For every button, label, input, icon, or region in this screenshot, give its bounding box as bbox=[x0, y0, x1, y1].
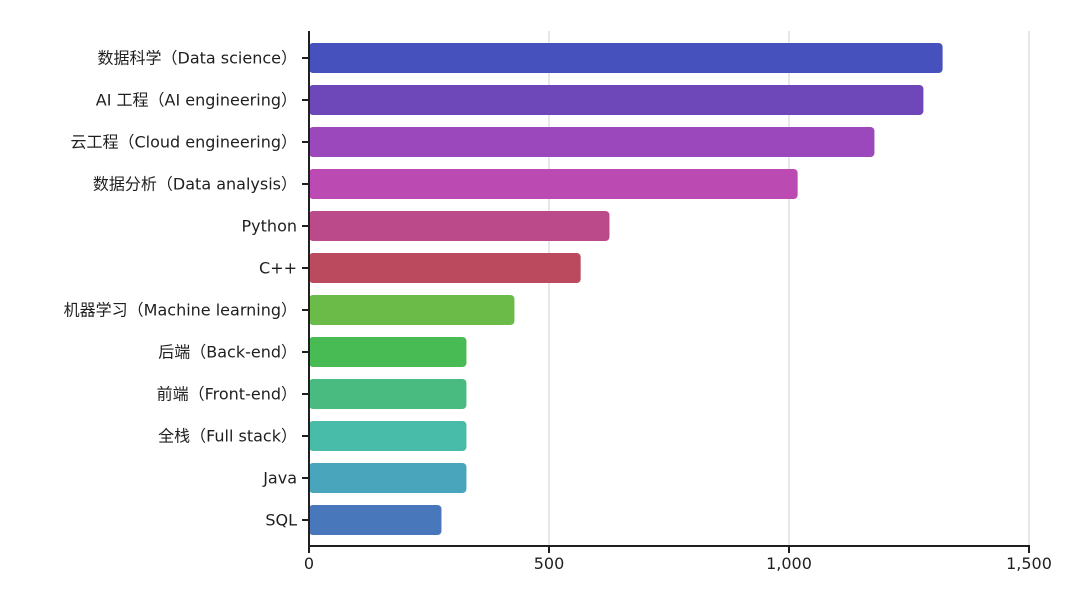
bar-6 bbox=[309, 295, 515, 325]
bar-1 bbox=[309, 85, 924, 115]
bar-2 bbox=[309, 127, 875, 157]
bar-4 bbox=[309, 211, 610, 241]
bars bbox=[309, 43, 943, 535]
bar-3 bbox=[309, 169, 798, 199]
bar-0 bbox=[309, 43, 943, 73]
bar-8 bbox=[309, 379, 467, 409]
category-label-6: 机器学习（Machine learning） bbox=[64, 301, 297, 320]
bar-10 bbox=[309, 463, 467, 493]
category-label-2: 云工程（Cloud engineering） bbox=[70, 133, 297, 152]
x-tick-label-3: 1,500 bbox=[1006, 554, 1052, 573]
bar-7 bbox=[309, 337, 467, 367]
bar-9 bbox=[309, 421, 467, 451]
x-tick-label-2: 1,000 bbox=[766, 554, 812, 573]
category-label-10: Java bbox=[262, 469, 297, 488]
bar-5 bbox=[309, 253, 581, 283]
category-label-11: SQL bbox=[265, 511, 297, 530]
category-label-7: 后端（Back-end） bbox=[158, 343, 297, 362]
x-tick-label-1: 500 bbox=[534, 554, 565, 573]
labels: 数据科学（Data science） AI 工程（AI engineering） 云… bbox=[64, 49, 1052, 574]
axes bbox=[302, 31, 1030, 553]
gridlines bbox=[548, 31, 1030, 546]
x-tick-label-0: 0 bbox=[304, 554, 314, 573]
category-label-9: 全栈（Full stack） bbox=[158, 427, 297, 446]
category-label-8: 前端（Front-end） bbox=[157, 385, 297, 404]
category-label-5: C++ bbox=[259, 259, 297, 278]
category-label-4: Python bbox=[242, 217, 297, 236]
category-label-3: 数据分析（Data analysis） bbox=[93, 175, 297, 194]
category-label-1: AI 工程（AI engineering） bbox=[96, 91, 297, 110]
bar-11 bbox=[309, 505, 442, 535]
category-label-0: 数据科学（Data science） bbox=[98, 49, 298, 68]
